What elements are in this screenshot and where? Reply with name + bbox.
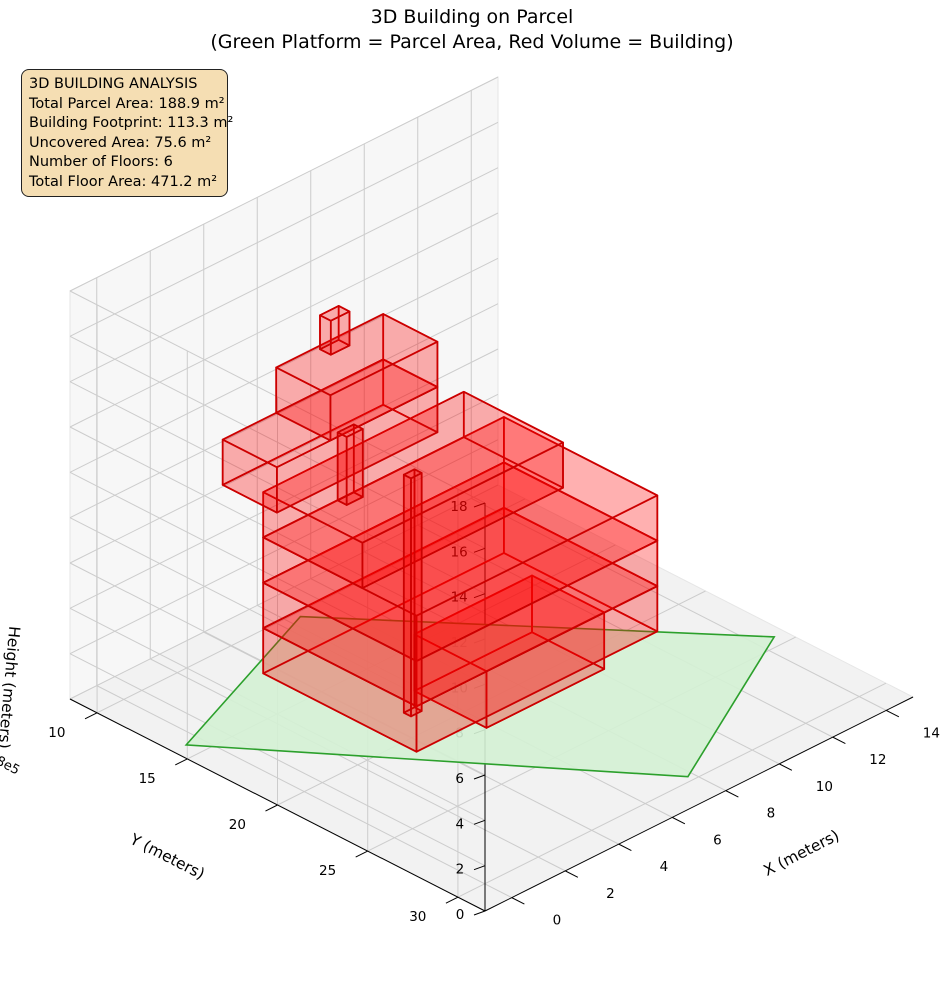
- x-tick-label: 12: [869, 752, 886, 768]
- z-tick-mark: [473, 502, 486, 508]
- x-tick-label: 14: [923, 725, 940, 741]
- grid-line-z-right: [69, 212, 499, 428]
- z-tick-label: 2: [456, 862, 465, 878]
- x-tick-label: 10: [816, 779, 833, 795]
- z-tick-mark: [473, 593, 486, 599]
- x-tick-label: 0: [553, 913, 562, 929]
- x-tick-label: 6: [713, 832, 722, 848]
- z-tick-mark: [473, 910, 486, 916]
- z-tick-label: 16: [451, 544, 468, 560]
- y-tick-mark: [445, 896, 459, 904]
- building-block: [402, 468, 423, 718]
- grid-line-y-floor: [457, 682, 887, 898]
- x-tick-label: 8: [767, 806, 776, 822]
- info-line-footprint: Building Footprint: 113.3 m²: [29, 115, 234, 131]
- building-face: [345, 428, 364, 506]
- grid-line-z-right: [69, 484, 499, 700]
- building-block: [262, 461, 659, 708]
- z-tick-label: 14: [451, 590, 468, 606]
- x-tick-mark: [565, 870, 579, 878]
- x-tick-mark: [725, 790, 739, 798]
- x-tick-mark: [832, 736, 846, 745]
- y-axis-label: Y (meters): [126, 830, 207, 883]
- z-tick-label: 0: [456, 907, 465, 923]
- x-axis-label: X (meters): [761, 826, 843, 879]
- y-tick-mark: [265, 804, 278, 812]
- info-line-parcel-area: Total Parcel Area: 188.9 m²: [29, 95, 225, 112]
- y-tick-label: 15: [139, 771, 156, 787]
- grid-line-y-floor: [96, 498, 526, 714]
- info-line-uncovered: Uncovered Area: 75.6 m²: [29, 134, 212, 151]
- building-layer: [221, 305, 659, 753]
- x-tick-mark: [511, 897, 525, 905]
- building-block: [262, 390, 564, 589]
- x-axis-line: [484, 696, 914, 912]
- grid-line-z-right: [69, 439, 499, 655]
- grid-line-z-right: [69, 167, 499, 383]
- chart-subtitle: (Green Platform = Parcel Area, Red Volum…: [210, 31, 734, 53]
- y-tick-label: 25: [319, 863, 336, 879]
- grid-line-z-right: [69, 257, 499, 473]
- building-block: [413, 574, 606, 729]
- z-tick-mark: [473, 819, 486, 825]
- building-face: [410, 472, 423, 718]
- z-tick-label: 18: [450, 499, 467, 515]
- building-block: [275, 313, 439, 442]
- info-line-floors: Number of Floors: 6: [29, 154, 173, 170]
- x-tick-mark: [779, 763, 793, 771]
- x-tick-mark: [618, 843, 632, 852]
- info-box: 3D BUILDING ANALYSIS Total Parcel Area: …: [21, 69, 234, 197]
- grid-line-z-right: [69, 76, 499, 292]
- y-tick-mark: [175, 758, 188, 766]
- z-tick-mark: [473, 774, 486, 780]
- x-tick-label: 4: [660, 859, 669, 875]
- grid-line-z-right: [69, 121, 499, 337]
- building-block: [262, 506, 659, 753]
- x-tick-label: 2: [606, 886, 615, 902]
- grid-line-z-right: [69, 303, 499, 519]
- z-tick-label: 4: [456, 816, 465, 832]
- z-tick-mark: [473, 865, 486, 871]
- building-face: [336, 423, 364, 438]
- grid-line-z-left: [69, 290, 486, 504]
- building-face: [319, 305, 351, 322]
- y-tick-mark: [84, 712, 98, 720]
- info-heading: 3D BUILDING ANALYSIS: [29, 76, 198, 92]
- y-tick-label: 10: [48, 725, 65, 741]
- building-block: [319, 305, 351, 356]
- grid-line-z-left: [69, 335, 486, 549]
- y-tick-label: 20: [229, 817, 246, 833]
- z-axis-label: Height (meters): [0, 625, 23, 749]
- x-tick-mark: [672, 816, 686, 825]
- grid-line-z-left: [69, 653, 486, 867]
- x-tick-mark: [886, 709, 900, 718]
- building-face: [402, 468, 423, 480]
- z-tick-mark: [473, 547, 486, 553]
- info-line-floor-area: Total Floor Area: 471.2 m²: [29, 173, 218, 190]
- chart-title: 3D Building on Parcel: [370, 6, 574, 28]
- parcel-platform: [184, 615, 776, 778]
- building-block: [336, 423, 364, 506]
- building-face: [262, 390, 564, 544]
- parcel-layer: [184, 615, 776, 778]
- y-tick-label: 30: [409, 909, 426, 925]
- z-tick-label: 6: [455, 771, 464, 787]
- grid-line-z-right: [69, 393, 499, 609]
- building-face: [275, 313, 439, 397]
- grid-line-z-left: [69, 426, 486, 640]
- grid-line-z-right: [69, 348, 499, 564]
- y-tick-mark: [355, 850, 368, 858]
